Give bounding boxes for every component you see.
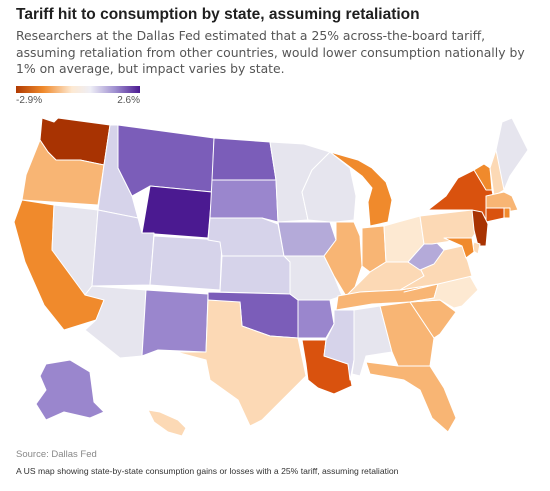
state-MD[interactable]: [443, 237, 475, 259]
state-CO[interactable]: [149, 235, 223, 291]
state-FL[interactable]: [365, 361, 457, 433]
state-KS[interactable]: [219, 255, 291, 295]
map-title: Tariff hit to consumption by state, assu…: [16, 6, 420, 23]
state-RI[interactable]: [503, 207, 511, 219]
state-NC[interactable]: [403, 275, 479, 309]
color-legend: -2.9% 2.6%: [16, 86, 144, 110]
state-VT[interactable]: [473, 163, 493, 191]
state-HI[interactable]: [147, 409, 187, 437]
legend-gradient-bar: [16, 86, 140, 93]
state-SD[interactable]: [209, 179, 279, 223]
state-TX[interactable]: [175, 299, 307, 427]
state-AZ[interactable]: [84, 285, 147, 359]
map-subtitle: Researchers at the Dallas Fed estimated …: [16, 28, 525, 77]
state-ND[interactable]: [211, 137, 277, 181]
legend-max-label: 2.6%: [117, 95, 140, 106]
state-VA[interactable]: [399, 245, 473, 291]
state-NM[interactable]: [141, 289, 209, 357]
state-WY[interactable]: [141, 185, 213, 239]
state-ME[interactable]: [495, 117, 529, 191]
source-note: Source: Dallas Fed: [16, 449, 97, 460]
legend-min-label: -2.9%: [16, 95, 43, 106]
state-MT[interactable]: [117, 124, 215, 197]
state-CT[interactable]: [485, 207, 505, 223]
state-AR[interactable]: [297, 299, 335, 339]
state-AK[interactable]: [35, 359, 105, 421]
state-MI[interactable]: [329, 151, 393, 227]
state-NJ[interactable]: [471, 209, 489, 247]
map-caption: A US map showing state-by-state consumpt…: [16, 466, 399, 476]
us-choropleth-map: [13, 117, 529, 437]
